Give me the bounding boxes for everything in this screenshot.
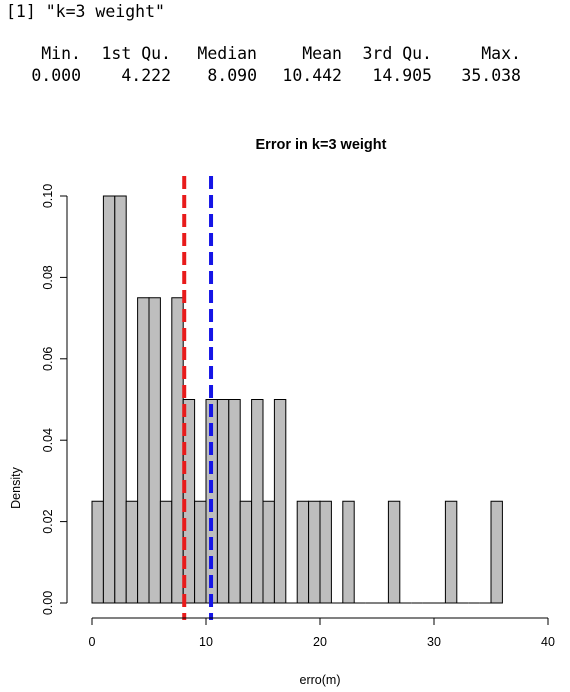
summary-value: 4.222 [121,66,171,85]
summary-value: 10.442 [282,66,342,85]
y-tick-label: 0.10 [41,184,55,208]
histogram-bar [114,195,127,604]
histogram-bar [171,297,184,604]
histogram-bar [319,500,332,604]
histogram-bar [251,399,264,604]
histogram-bars [91,195,503,604]
histogram-bar [444,500,458,604]
histogram-bar [216,399,230,604]
histogram-bar [194,500,207,604]
summary-header: Max. [481,44,521,63]
y-tick-label: 0.02 [41,509,55,533]
y-axis-label: Density [9,466,23,508]
histogram-bar [308,500,321,604]
histogram-bar [342,500,355,604]
histogram-bar [262,500,275,604]
summary-header: 1st Qu. [101,44,171,63]
summary-header: Min. [41,44,81,63]
histogram-bar [228,399,241,604]
histogram-chart: 0 10 20 30 40 0.00 0.02 0.04 0.06 0.08 0.10 Error… [9,137,555,687]
histogram-bar [148,297,161,604]
x-axis: 0 10 20 30 40 [89,617,555,649]
histogram-bar [125,500,139,604]
summary-value: 14.905 [372,66,432,85]
y-tick-label: 0.08 [41,265,55,289]
x-axis-label: erro(m) [300,673,341,687]
summary-header: 3rd Qu. [362,44,432,63]
y-axis: 0.00 0.02 0.04 0.06 0.08 0.10 [41,184,68,615]
histogram-bar [490,500,503,604]
chart-title: Error in k=3 weight [256,137,387,153]
histogram-bar [137,297,150,604]
histogram-bar [387,500,401,604]
y-tick-label: 0.04 [41,428,55,452]
histogram-bar [239,500,253,604]
histogram-bar [91,500,104,604]
x-tick-label: 0 [89,635,96,649]
x-tick-label: 10 [199,635,213,649]
summary-table: Min. 1st Qu. Median Mean 3rd Qu. Max. 0.000 4.2… [0,44,570,88]
histogram-bar [273,399,287,604]
summary-value: 8.090 [207,66,257,85]
reference-lines [182,176,214,620]
summary-value: 35.038 [461,66,521,85]
x-tick-label: 30 [427,635,441,649]
summary-header: Mean [302,44,342,63]
histogram-bar [159,500,173,604]
x-tick-label: 20 [313,635,327,649]
print-line: [1] "k=3 weight" [6,2,165,21]
x-tick-label: 40 [541,635,555,649]
y-tick-label: 0.06 [41,347,55,371]
summary-value: 0.000 [31,66,81,85]
y-tick-label: 0.00 [41,591,55,615]
histogram-bar [296,500,310,604]
summary-header: Median [197,44,257,63]
histogram-bar [102,195,116,604]
